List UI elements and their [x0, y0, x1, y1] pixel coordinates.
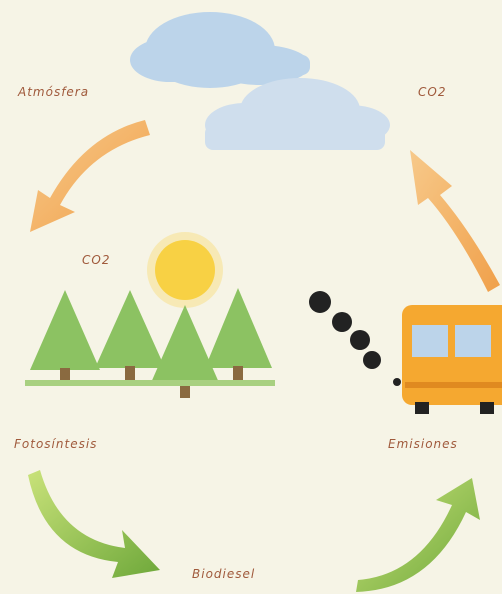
- label: CO2: [418, 85, 446, 99]
- bus: [402, 305, 502, 414]
- label: Fotosíntesis: [14, 437, 97, 451]
- label: Atmósfera: [17, 85, 89, 99]
- label: Biodiesel: [192, 567, 255, 581]
- carbon-cycle-diagram: Atmósfera CO2 CO2 Fotosíntesis Emisiones…: [0, 0, 502, 594]
- sun-glow: [147, 232, 223, 308]
- label: CO2: [82, 253, 110, 267]
- label: Emisiones: [388, 437, 458, 451]
